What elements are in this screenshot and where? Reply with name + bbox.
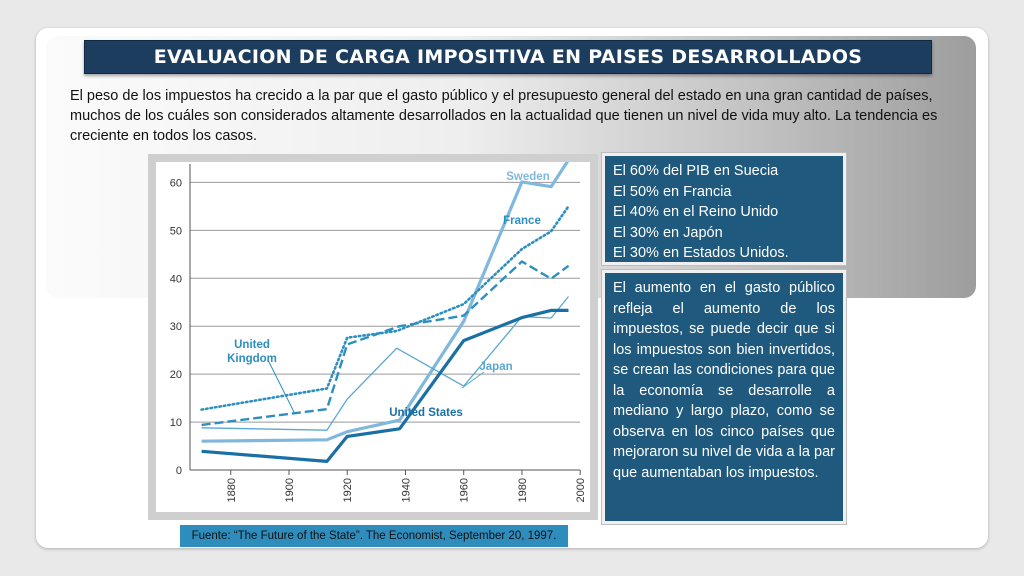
y-tick-label: 40 — [170, 273, 182, 285]
fact-japan: El 30% en Japón — [613, 224, 723, 241]
x-tick-label: 1940 — [400, 478, 412, 502]
chart-frame: 0 10 20 30 40 50 60 1880 1900 1920 1940 1960 1980 200… — [148, 154, 598, 520]
x-tick-label: 1900 — [284, 478, 296, 502]
y-tick-label: 0 — [176, 465, 182, 477]
series-line-united-states — [201, 308, 569, 463]
y-tick-label: 10 — [170, 417, 182, 429]
x-tick-label: 1960 — [459, 478, 471, 502]
x-tick-label: 1920 — [342, 478, 354, 502]
commentary-box: El aumento en el gasto público refleja e… — [602, 270, 846, 524]
y-tick-label: 30 — [170, 321, 182, 333]
tax-share-facts-box: El 60% del PIB en Suecia El 50% en Franc… — [602, 153, 846, 265]
x-tick-label: 1980 — [517, 478, 529, 502]
line-chart: 0 10 20 30 40 50 60 1880 1900 1920 1940 1960 1980 200… — [170, 162, 587, 502]
series-line-france — [200, 205, 570, 411]
series-label-france: France — [503, 215, 541, 227]
x-tick-label: 2000 — [575, 478, 587, 502]
series-line-united-kingdom — [201, 260, 570, 427]
fact-united-kingdom: El 40% en el Reino Unido — [613, 204, 779, 220]
intro-paragraph: El peso de los impuestos ha crecido a la… — [70, 88, 938, 144]
series-label-united-states: United States — [389, 407, 463, 419]
page-title: EVALUACION DE CARGA IMPOSITIVA EN PAISES… — [153, 46, 863, 68]
leader-line-united-kingdom — [267, 359, 295, 413]
series-line-sweden — [201, 162, 570, 443]
x-tick-label: 1880 — [226, 478, 238, 502]
fact-france: El 50% en Francia — [613, 183, 732, 200]
series-label-japan: Japan — [479, 361, 512, 373]
series-label-sweden: Sweden — [506, 171, 549, 183]
series-label-united-kingdom: United Kingdom — [227, 339, 277, 365]
series-line-japan — [201, 296, 570, 431]
source-text: Fuente: “The Future of the State”. The E… — [191, 530, 557, 542]
y-tick-label: 60 — [170, 177, 182, 189]
title-bar: EVALUACION DE CARGA IMPOSITIVA EN PAISES… — [84, 40, 932, 74]
commentary-text: El aumento en el gasto público refleja e… — [613, 280, 835, 481]
leader-line-japan — [461, 371, 485, 389]
fact-sweden: El 60% del PIB en Suecia — [613, 163, 779, 179]
source-citation: Fuente: “The Future of the State”. The E… — [180, 525, 568, 547]
y-tick-label: 50 — [170, 225, 182, 237]
fact-united-states: El 30% en Estados Unidos. — [613, 245, 789, 261]
chart-panel: 0 10 20 30 40 50 60 1880 1900 1920 1940 1960 1980 200… — [156, 162, 590, 512]
y-tick-label: 20 — [170, 369, 182, 381]
